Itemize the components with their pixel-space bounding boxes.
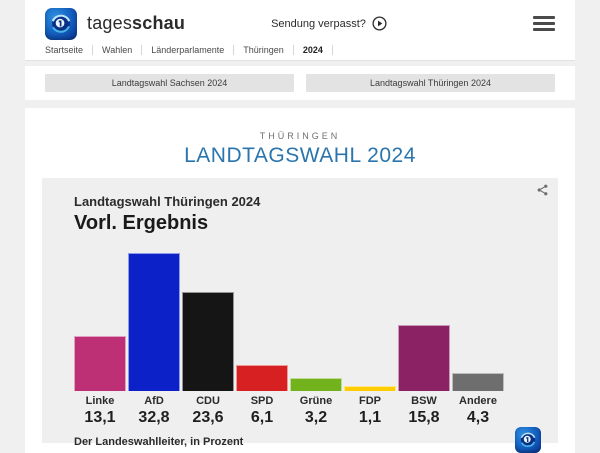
bar-grüne — [290, 378, 342, 391]
bar-column-spd: SPD 6,1 — [236, 251, 288, 427]
breadcrumb: Startseite Wahlen Länderparlamente Thüri… — [25, 42, 575, 61]
bar-column-afd: AfD 32,8 — [128, 251, 180, 427]
bar-value: 1,1 — [358, 409, 382, 426]
bar-column-bsw: BSW 15,8 — [398, 251, 450, 427]
bar-label: FDP — [359, 395, 381, 407]
bar-value: 23,6 — [192, 409, 224, 426]
bar-afd — [128, 253, 180, 391]
brand-wordmark[interactable]: tagesschau — [87, 13, 185, 34]
bar-chart: Linke 13,1 AfD 32,8 CDU 23,6 SPD 6,1 Grüne 3,2 FDP… — [74, 251, 506, 427]
bar-label: CDU — [196, 395, 220, 407]
play-icon[interactable] — [372, 16, 387, 31]
bar-column-grüne: Grüne 3,2 — [290, 251, 342, 427]
chart-subtitle: Landtagswahl Thüringen 2024 — [74, 194, 261, 209]
bar-value: 6,1 — [250, 409, 274, 426]
bar-linke — [74, 336, 126, 391]
site-header: tagesschau Sendung verpasst? Startseite … — [25, 0, 575, 61]
breadcrumb-laenderparlamente[interactable]: Länderparlamente — [142, 44, 235, 55]
brand-regular: tages — [87, 13, 133, 33]
breadcrumb-2024[interactable]: 2024 — [294, 44, 333, 55]
bar-spd — [236, 365, 288, 391]
bar-andere — [452, 373, 504, 391]
tagesschau-logo[interactable] — [45, 7, 77, 40]
brand-bold: schau — [132, 13, 186, 33]
bar-bsw — [398, 325, 450, 391]
election-nav-strip: Landtagswahl Sachsen 2024 Landtagswahl T… — [25, 66, 575, 100]
bar-value: 15,8 — [408, 409, 440, 426]
chart-title: Vorl. Ergebnis — [74, 212, 209, 234]
bar-label: AfD — [144, 395, 164, 407]
bar-fdp — [344, 386, 396, 391]
globe-icon — [51, 14, 71, 33]
button-landtagswahl-sachsen[interactable]: Landtagswahl Sachsen 2024 — [45, 74, 294, 92]
hamburger-menu-icon[interactable] — [533, 11, 555, 36]
bar-value: 32,8 — [138, 409, 170, 426]
tagesschau-watermark-logo — [515, 427, 541, 453]
bar-value: 3,2 — [304, 409, 328, 426]
main-content: THÜRINGEN LANDTAGSWAHL 2024 Landtagswahl… — [25, 108, 575, 453]
sendung-verpasst-label: Sendung verpasst? — [271, 17, 366, 30]
bar-column-andere: Andere 4,3 — [452, 251, 504, 427]
bar-label: Grüne — [299, 395, 333, 407]
bar-label: Andere — [459, 395, 497, 407]
page: tagesschau Sendung verpasst? Startseite … — [25, 0, 575, 453]
bar-cdu — [182, 292, 234, 391]
bar-value: 4,3 — [466, 409, 490, 426]
button-landtagswahl-thueringen[interactable]: Landtagswahl Thüringen 2024 — [306, 74, 555, 92]
region-label: THÜRINGEN — [259, 131, 341, 141]
page-title: LANDTAGSWAHL 2024 — [184, 144, 416, 167]
breadcrumb-thueringen[interactable]: Thüringen — [234, 44, 294, 55]
bar-column-fdp: FDP 1,1 — [344, 251, 396, 427]
share-icon[interactable] — [536, 183, 549, 197]
bar-value: 13,1 — [84, 409, 116, 426]
bar-label: Linke — [85, 395, 115, 407]
chart-source: Der Landeswahlleiter, in Prozent — [74, 436, 244, 448]
bar-label: BSW — [411, 395, 437, 407]
globe-icon — [520, 432, 536, 448]
breadcrumb-startseite[interactable]: Startseite — [45, 44, 94, 55]
header-top-row: tagesschau Sendung verpasst? — [45, 5, 555, 42]
bar-column-cdu: CDU 23,6 — [182, 251, 234, 427]
result-chart-card: Landtagswahl Thüringen 2024 Vorl. Ergebn… — [42, 178, 558, 453]
bar-label: SPD — [250, 395, 274, 407]
bar-column-linke: Linke 13,1 — [74, 251, 126, 427]
breadcrumb-wahlen[interactable]: Wahlen — [93, 44, 143, 55]
sendung-verpasst-link[interactable]: Sendung verpasst? — [271, 16, 387, 31]
